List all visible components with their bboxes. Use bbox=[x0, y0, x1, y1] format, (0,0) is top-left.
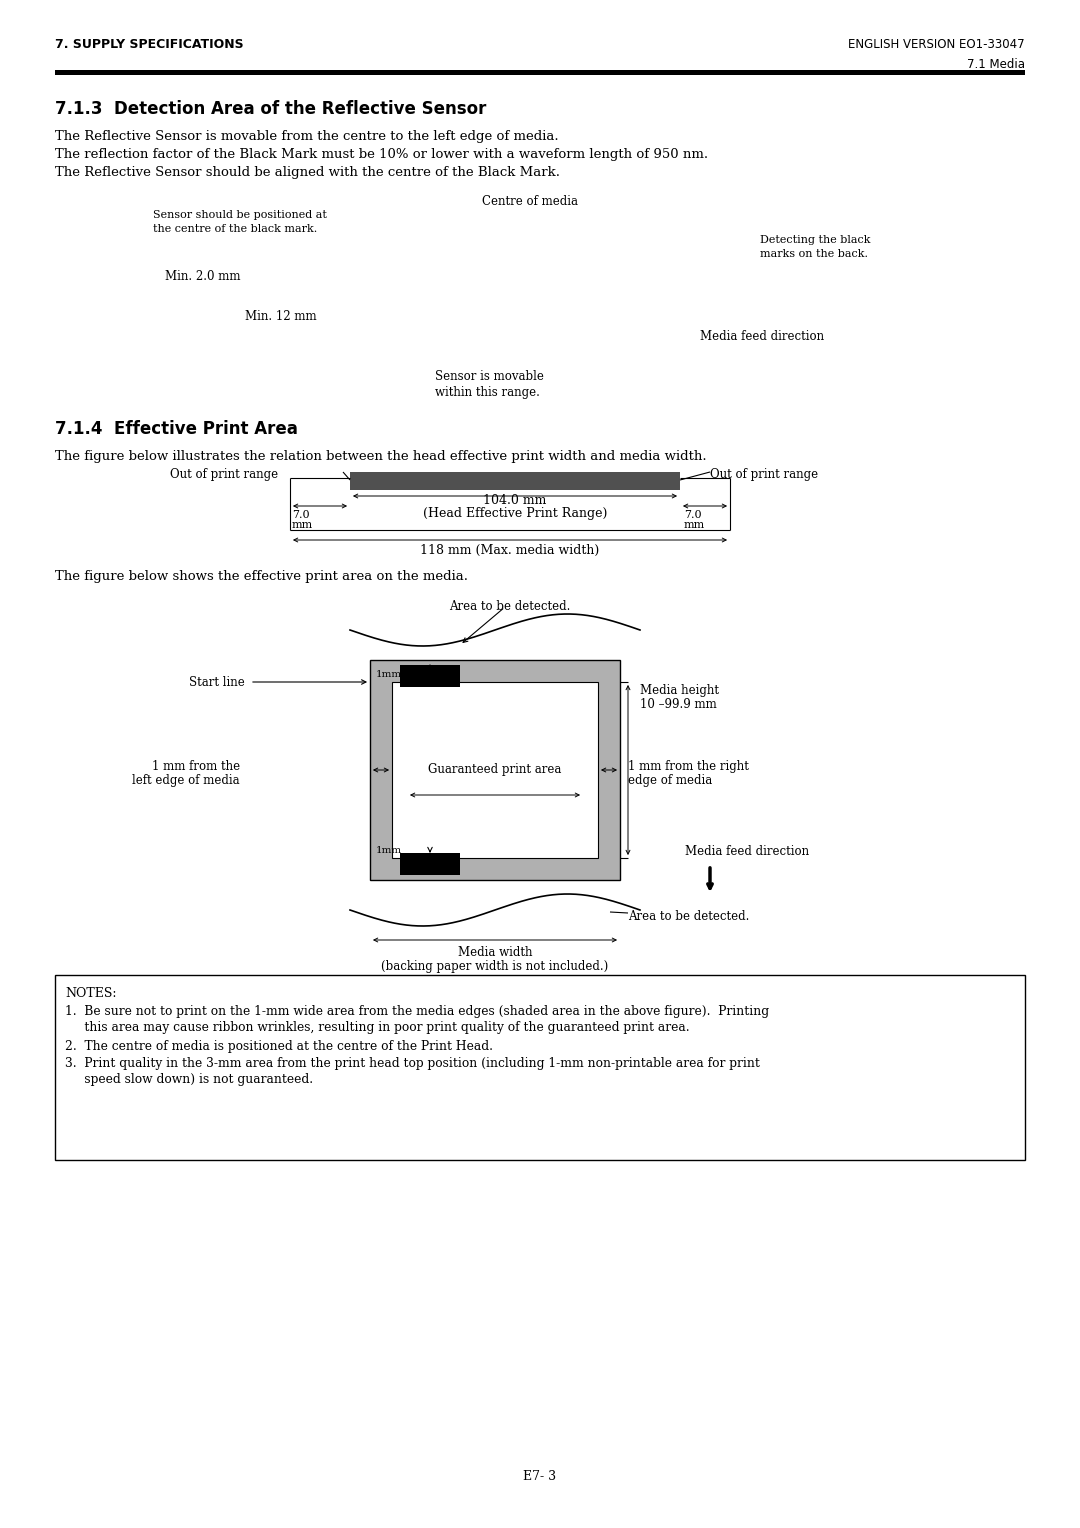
Bar bbox=[392, 681, 598, 859]
Text: 7.1 Media: 7.1 Media bbox=[967, 58, 1025, 70]
Text: the centre of the black mark.: the centre of the black mark. bbox=[153, 225, 318, 234]
Text: Sensor should be positioned at: Sensor should be positioned at bbox=[153, 209, 327, 220]
Bar bbox=[370, 660, 620, 880]
Text: 1.  Be sure not to print on the 1-mm wide area from the media edges (shaded area: 1. Be sure not to print on the 1-mm wide… bbox=[65, 1005, 769, 1018]
Text: 1mm: 1mm bbox=[376, 847, 402, 856]
Bar bbox=[350, 472, 680, 490]
Text: within this range.: within this range. bbox=[435, 387, 540, 399]
Text: 2.  The centre of media is positioned at the centre of the Print Head.: 2. The centre of media is positioned at … bbox=[65, 1041, 492, 1053]
Text: Guaranteed print area: Guaranteed print area bbox=[429, 764, 562, 776]
Text: speed slow down) is not guaranteed.: speed slow down) is not guaranteed. bbox=[65, 1073, 313, 1086]
Text: 1mm: 1mm bbox=[376, 669, 402, 678]
Text: mm: mm bbox=[292, 520, 313, 530]
Bar bbox=[400, 665, 460, 688]
Text: 1 mm from the: 1 mm from the bbox=[152, 759, 240, 773]
Text: 7.1.4  Effective Print Area: 7.1.4 Effective Print Area bbox=[55, 420, 298, 439]
Text: Sensor is movable: Sensor is movable bbox=[435, 370, 544, 384]
Text: Out of print range: Out of print range bbox=[710, 468, 819, 481]
Text: Start line: Start line bbox=[189, 675, 245, 689]
Text: Media feed direction: Media feed direction bbox=[685, 845, 809, 859]
Text: The figure below shows the effective print area on the media.: The figure below shows the effective pri… bbox=[55, 570, 468, 584]
Text: marks on the back.: marks on the back. bbox=[760, 249, 868, 260]
Text: E7- 3: E7- 3 bbox=[524, 1470, 556, 1484]
Text: The Reflective Sensor is movable from the centre to the left edge of media.: The Reflective Sensor is movable from th… bbox=[55, 130, 558, 144]
Text: Min. 2.0 mm: Min. 2.0 mm bbox=[165, 270, 241, 283]
Text: Centre of media: Centre of media bbox=[482, 196, 578, 208]
Text: 3.  Print quality in the 3-mm area from the print head top position (including 1: 3. Print quality in the 3-mm area from t… bbox=[65, 1057, 760, 1070]
Bar bbox=[55, 70, 1025, 75]
Text: Area to be detected.: Area to be detected. bbox=[449, 601, 570, 613]
Text: 7.0: 7.0 bbox=[292, 510, 310, 520]
Text: (backing paper width is not included.): (backing paper width is not included.) bbox=[381, 960, 609, 973]
Text: mm: mm bbox=[684, 520, 705, 530]
Text: The reflection factor of the Black Mark must be 10% or lower with a waveform len: The reflection factor of the Black Mark … bbox=[55, 148, 708, 160]
Text: NOTES:: NOTES: bbox=[65, 987, 117, 999]
Text: The figure below illustrates the relation between the head effective print width: The figure below illustrates the relatio… bbox=[55, 451, 706, 463]
Text: this area may cause ribbon wrinkles, resulting in poor print quality of the guar: this area may cause ribbon wrinkles, res… bbox=[65, 1021, 690, 1034]
Text: Min. 12 mm: Min. 12 mm bbox=[245, 310, 316, 322]
Text: 7.0: 7.0 bbox=[684, 510, 702, 520]
Text: ENGLISH VERSION EO1-33047: ENGLISH VERSION EO1-33047 bbox=[849, 38, 1025, 50]
Text: Detecting the black: Detecting the black bbox=[760, 235, 870, 244]
Text: (Head Effective Print Range): (Head Effective Print Range) bbox=[422, 507, 607, 520]
Text: 1 mm from the right: 1 mm from the right bbox=[627, 759, 748, 773]
Text: 118 mm (Max. media width): 118 mm (Max. media width) bbox=[420, 544, 599, 558]
Bar bbox=[55, 975, 1025, 1160]
Text: 7.1.3  Detection Area of the Reflective Sensor: 7.1.3 Detection Area of the Reflective S… bbox=[55, 99, 486, 118]
Bar bbox=[400, 853, 460, 876]
Text: The Reflective Sensor should be aligned with the centre of the Black Mark.: The Reflective Sensor should be aligned … bbox=[55, 167, 561, 179]
Text: 7. SUPPLY SPECIFICATIONS: 7. SUPPLY SPECIFICATIONS bbox=[55, 38, 244, 50]
Text: Media height: Media height bbox=[640, 685, 719, 697]
Text: 10 –99.9 mm: 10 –99.9 mm bbox=[640, 698, 717, 711]
Text: 104.0 mm: 104.0 mm bbox=[484, 494, 546, 507]
Text: edge of media: edge of media bbox=[627, 775, 712, 787]
Text: Media width: Media width bbox=[458, 946, 532, 960]
Text: Media feed direction: Media feed direction bbox=[700, 330, 824, 342]
Text: Out of print range: Out of print range bbox=[170, 468, 279, 481]
Text: Area to be detected.: Area to be detected. bbox=[627, 911, 750, 923]
Text: left edge of media: left edge of media bbox=[133, 775, 240, 787]
